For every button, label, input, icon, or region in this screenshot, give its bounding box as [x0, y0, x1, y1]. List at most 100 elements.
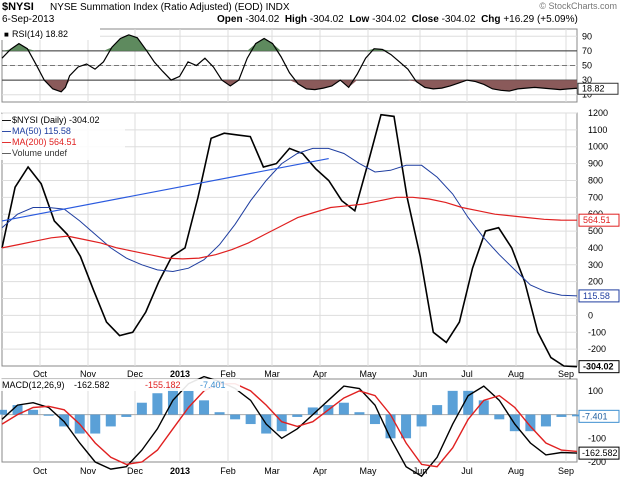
rsi-legend: RSI(14) 18.82 — [12, 29, 68, 39]
chart-title: NYSE Summation Index (Ratio Adjusted) (E… — [50, 2, 290, 13]
macd-histogram-bar — [59, 414, 70, 427]
rsi-last-value: 18.82 — [582, 83, 605, 93]
macd-tick-label: 100 — [588, 386, 603, 396]
macd-month-label: Sep — [558, 466, 574, 476]
symbol: $NYSI — [2, 1, 34, 13]
price-tick-label: 400 — [588, 243, 603, 253]
price-legend-entry: MA(50) 115.58 — [12, 126, 71, 136]
macd-histogram-bar — [199, 400, 210, 415]
macd-histogram-bar — [214, 412, 225, 415]
price-tick-label: 1100 — [588, 125, 607, 135]
high-label: High — [284, 14, 308, 25]
chg-label: Chg — [481, 14, 501, 25]
price-legend-entry: $NYSI (Daily) -304.02 — [12, 115, 100, 125]
macd-tick-label: -100 — [588, 433, 606, 443]
macd-histogram-bar — [354, 412, 365, 415]
rsi-legend-bg — [0, 28, 100, 40]
price-tick-label: 1000 — [588, 142, 608, 152]
macd-histogram-bar — [0, 409, 7, 415]
macd-histogram-bar — [447, 390, 458, 415]
price-tick-label: 1200 — [588, 108, 608, 118]
price-tick-label: 300 — [588, 260, 603, 270]
macd-legend-name: MACD(12,26,9) — [2, 380, 65, 390]
open-label: Open — [217, 14, 243, 25]
price-month-label: 2013 — [170, 369, 190, 379]
price-tick-label: -100 — [588, 327, 606, 337]
macd-histogram-bar — [307, 407, 318, 415]
macd-macd-value: -162.582 — [582, 448, 618, 458]
ma50-line — [1, 147, 578, 297]
rsi-tick-label: 50 — [582, 61, 592, 71]
macd-histogram-bar — [369, 414, 380, 425]
macd-histogram-bar — [245, 414, 256, 425]
macd-histogram-bar — [105, 414, 116, 427]
price-month-label: May — [359, 369, 377, 379]
macd-histogram-bar — [230, 414, 241, 420]
macd-histogram-bar — [338, 402, 349, 415]
price-month-label: Apr — [313, 369, 327, 379]
nysi-line — [1, 113, 578, 368]
price-legend-swatch: — — [2, 148, 11, 158]
macd-month-label: Mar — [264, 466, 280, 476]
macd-histogram-bar — [152, 393, 163, 415]
rsi-legend-swatch: ■ — [4, 30, 9, 39]
rsi-line — [1, 34, 578, 93]
price-last-value-box — [578, 360, 620, 374]
macd-histogram-bar — [416, 414, 427, 427]
ma200-line — [1, 196, 578, 260]
low-value: -304.02 — [372, 14, 407, 25]
rsi-last-value-box — [577, 82, 619, 95]
macd-month-label: Aug — [508, 466, 524, 476]
macd-histogram-bar — [43, 414, 54, 416]
macd-month-label: Oct — [33, 466, 48, 476]
macd-histogram-bar — [540, 414, 551, 427]
macd-hist-value: -7.401 — [582, 411, 608, 421]
price-tick-label: 200 — [588, 277, 603, 287]
macd-histogram-bar — [183, 390, 194, 415]
macd-histogram-bar — [525, 414, 536, 432]
macd-legend-macd: -162.582 — [74, 380, 110, 390]
macd-month-label: Apr — [313, 466, 327, 476]
macd-histogram-bar — [463, 390, 474, 415]
macd-month-label: 2013 — [170, 466, 190, 476]
ma50-last-value: 115.58 — [583, 291, 610, 301]
watermark: © StockCharts.com — [539, 1, 617, 11]
price-month-label: Dec — [127, 369, 144, 379]
price-tick-label: 800 — [588, 175, 603, 185]
macd-macd-value-box — [578, 446, 620, 460]
price-tick-label: -200 — [588, 344, 606, 354]
close-label: Close — [411, 14, 439, 25]
price-month-label: Feb — [220, 369, 236, 379]
price-month-label: Aug — [508, 369, 524, 379]
ohlc-readout: Open -304.02 High -304.02 Low -304.02 Cl… — [217, 14, 578, 25]
price-tick-label: 900 — [588, 159, 603, 169]
macd-legend-hist: -7.401 — [200, 380, 226, 390]
macd-histogram-bar — [385, 414, 396, 439]
close-value: -304.02 — [441, 14, 476, 25]
macd-histogram-bar — [494, 414, 505, 420]
open-value: -304.02 — [245, 14, 280, 25]
rsi-tick-label: 90 — [582, 31, 592, 41]
rsi-tick-label: 30 — [582, 75, 592, 85]
high-value: -304.02 — [309, 14, 344, 25]
macd-histogram-bar — [292, 414, 303, 417]
macd-histogram-bar — [12, 405, 23, 415]
quote-date: 6-Sep-2013 — [2, 14, 55, 25]
exchange-text: INDX — [265, 2, 290, 13]
rsi-tick-label: 70 — [582, 46, 592, 56]
macd-month-label: Nov — [80, 466, 97, 476]
macd-histogram-bar — [572, 414, 582, 417]
macd-hist-value-box — [578, 409, 620, 423]
macd-month-label: Feb — [220, 466, 236, 476]
price-month-label: Sep — [558, 369, 574, 379]
price-last-value: -304.02 — [583, 362, 614, 372]
price-month-label: Jun — [413, 369, 428, 379]
macd-legend-signal: -155.182 — [145, 380, 181, 390]
macd-histogram-bar — [556, 414, 567, 417]
price-legend-swatch: — — [2, 126, 11, 136]
price-month-label: Mar — [264, 369, 280, 379]
macd-histogram-bar — [478, 400, 489, 415]
trend-line — [1, 157, 329, 222]
price-legend-swatch: — — [2, 115, 11, 125]
price-legend-swatch: — — [2, 137, 11, 147]
